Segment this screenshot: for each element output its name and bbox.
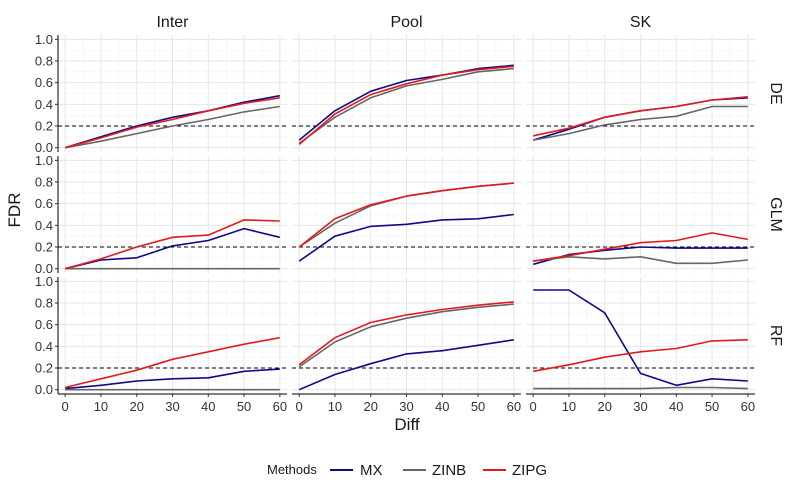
panel-rf-sk: [526, 277, 755, 395]
panel-rf-pool: [292, 277, 521, 395]
series-line-mx: [298, 213, 514, 262]
panel-rf-inter: [57, 277, 287, 395]
series-line-zinb: [533, 255, 748, 265]
x-tick-label: 40: [435, 399, 449, 414]
legend-label-mx: MX: [360, 462, 383, 479]
series-line-mx: [64, 94, 280, 149]
y-tick-label: 1.0: [35, 32, 53, 47]
y-tick-label: 1.0: [35, 274, 53, 289]
series-line-mx: [298, 64, 514, 141]
y-tick-label: 0.2: [35, 361, 53, 376]
row-strip-rf: RF: [767, 325, 784, 347]
panel-glm-inter: [57, 156, 287, 273]
y-tick-label: 0.2: [35, 119, 53, 134]
y-axis-title: FDR: [5, 193, 24, 228]
x-tick-label: 10: [328, 399, 342, 414]
y-ticks: 0.00.20.40.60.81.00.00.20.40.60.81.00.00…: [35, 32, 58, 397]
y-tick-label: 0.8: [35, 296, 53, 311]
series-line-zinb: [298, 303, 514, 368]
panels-layer: [57, 35, 755, 395]
y-tick-label: 0.0: [35, 261, 53, 276]
panel-de-pool: [292, 35, 521, 152]
series-line-zipg: [64, 97, 280, 149]
series-line-mx: [65, 368, 280, 390]
x-tick-label: 0: [62, 399, 69, 414]
panel-de-sk: [526, 35, 755, 152]
series-line-zipg: [64, 219, 280, 270]
legend-label-zipg: ZIPG: [512, 462, 547, 479]
series-line-zinb: [298, 67, 514, 144]
column-strip-inter: Inter: [156, 14, 189, 31]
x-tick-label: 20: [597, 399, 611, 414]
x-tick-label: 40: [201, 399, 215, 414]
panel-glm-sk: [526, 156, 755, 273]
series-line-mx: [65, 227, 280, 270]
y-tick-label: 0.4: [35, 97, 53, 112]
series-line-mx: [532, 246, 748, 266]
y-tick-label: 0.4: [35, 339, 53, 354]
x-tick-label: 60: [273, 399, 287, 414]
y-tick-label: 0.6: [35, 196, 53, 211]
panel-glm-pool: [292, 156, 521, 273]
x-axis-title: Diff: [394, 415, 419, 434]
x-tick-label: 60: [507, 399, 521, 414]
x-tick-label: 40: [669, 399, 683, 414]
series-line-zipg: [533, 232, 748, 262]
series-line-zipg: [65, 336, 280, 389]
series-line-zipg: [533, 339, 748, 373]
series-line-zinb: [533, 105, 748, 141]
panel-de-inter: [57, 35, 287, 152]
series-line-zipg: [298, 301, 514, 366]
row-strip-de: DE: [767, 82, 784, 104]
y-tick-label: 0.4: [35, 218, 53, 233]
x-tick-label: 20: [129, 399, 143, 414]
y-tick-label: 0.6: [35, 317, 53, 332]
legend-title: Methods: [267, 462, 317, 477]
series-line-zipg: [533, 96, 748, 137]
column-strip-pool: Pool: [390, 14, 422, 31]
y-tick-label: 0.8: [35, 54, 53, 69]
x-tick-label: 0: [296, 399, 303, 414]
y-tick-label: 0.8: [35, 175, 53, 190]
y-tick-label: 0.0: [35, 140, 53, 155]
legend-label-zinb: ZINB: [432, 462, 466, 479]
series-line-zipg: [298, 65, 514, 146]
facet-strips: Inter Pool SK DE GLM RF: [156, 14, 784, 346]
x-tick-label: 30: [633, 399, 647, 414]
series-line-mx: [533, 289, 748, 387]
x-tick-label: 30: [165, 399, 179, 414]
x-tick-label: 50: [705, 399, 719, 414]
series-line-zinb: [65, 105, 280, 149]
y-tick-label: 0.2: [35, 240, 53, 255]
y-tick-label: 0.6: [35, 75, 53, 90]
series-line-mx: [298, 339, 514, 391]
legend: Methods MX ZINB ZIPG: [267, 462, 547, 479]
x-tick-label: 10: [562, 399, 576, 414]
x-ticks: 0 10 20 30 40 50 60 0 10 20 30 40 50 60 0 10 20 30 40 50 60: [62, 394, 755, 414]
x-tick-label: 20: [363, 399, 377, 414]
x-tick-label: 10: [94, 399, 108, 414]
x-tick-label: 50: [471, 399, 485, 414]
y-tick-label: 1.0: [35, 153, 53, 168]
x-tick-label: 30: [399, 399, 413, 414]
series-line-zipg: [298, 182, 514, 248]
row-strip-glm: GLM: [767, 197, 784, 232]
x-tick-label: 0: [530, 399, 537, 414]
y-tick-label: 0.0: [35, 382, 53, 397]
series-line-zinb: [533, 386, 748, 390]
x-tick-label: 60: [741, 399, 755, 414]
x-tick-label: 50: [237, 399, 251, 414]
column-strip-sk: SK: [630, 14, 652, 31]
